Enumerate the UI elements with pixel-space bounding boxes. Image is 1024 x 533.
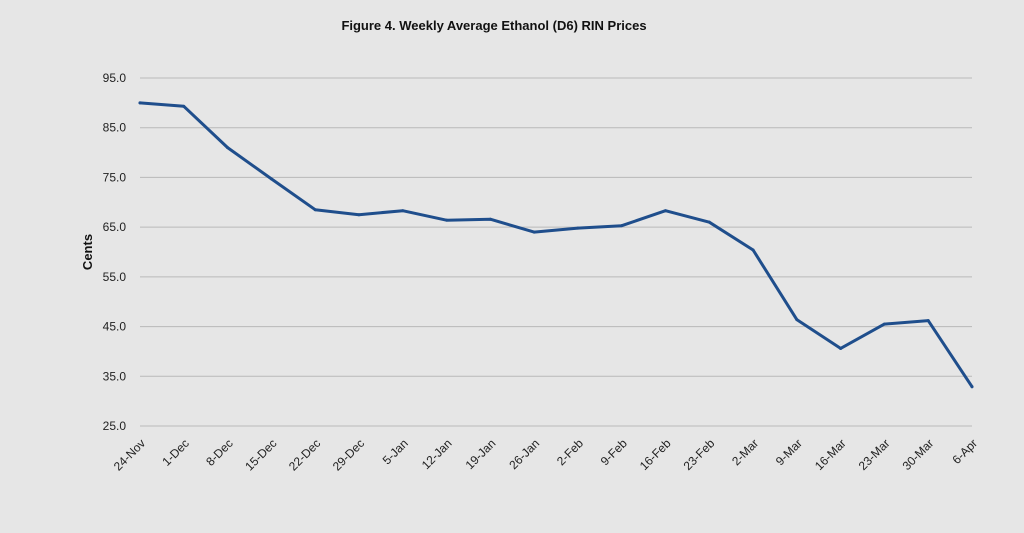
y-tick-label: 45.0 bbox=[103, 320, 127, 334]
data-point bbox=[357, 213, 361, 217]
y-tick-label: 95.0 bbox=[103, 71, 127, 85]
data-point bbox=[620, 224, 624, 228]
x-tick-label: 8-Dec bbox=[203, 436, 236, 469]
y-tick-label: 85.0 bbox=[103, 121, 127, 135]
data-point bbox=[401, 209, 405, 213]
x-tick-label: 9-Feb bbox=[598, 436, 630, 468]
data-point bbox=[751, 248, 755, 252]
x-tick-label: 23-Mar bbox=[856, 436, 893, 473]
y-tick-label: 55.0 bbox=[103, 270, 127, 284]
y-tick-label: 75.0 bbox=[103, 170, 127, 184]
series-line bbox=[138, 101, 974, 389]
x-tick-label: 12-Jan bbox=[419, 436, 455, 472]
data-point bbox=[532, 230, 536, 234]
x-tick-label: 6-Apr bbox=[949, 436, 980, 467]
x-tick-label: 2-Mar bbox=[729, 436, 761, 468]
series-group bbox=[138, 101, 974, 389]
data-point bbox=[970, 385, 974, 389]
x-tick-label: 30-Mar bbox=[900, 436, 937, 473]
data-point bbox=[313, 208, 317, 212]
data-point bbox=[182, 104, 186, 108]
data-point bbox=[795, 318, 799, 322]
y-tick-label: 25.0 bbox=[103, 419, 127, 433]
x-axis-ticks: 24-Nov 1-Dec 8-Dec 15-Dec 22-Dec 29-Dec 5-Jan 1… bbox=[111, 436, 980, 473]
chart-title: Figure 4. Weekly Average Ethanol (D6) RI… bbox=[341, 18, 646, 33]
x-tick-label: 22-Dec bbox=[286, 436, 323, 473]
x-tick-label: 16-Mar bbox=[812, 436, 849, 473]
y-tick-label: 65.0 bbox=[103, 220, 127, 234]
data-point bbox=[882, 322, 886, 326]
x-tick-label: 24-Nov bbox=[111, 436, 148, 473]
x-tick-label: 15-Dec bbox=[242, 436, 279, 473]
data-point bbox=[488, 217, 492, 221]
data-point bbox=[269, 177, 273, 181]
gridlines bbox=[140, 77, 972, 427]
y-axis-title: Cents bbox=[80, 234, 95, 270]
x-tick-label: 16-Feb bbox=[637, 436, 674, 473]
y-tick-label: 35.0 bbox=[103, 369, 127, 383]
data-point bbox=[663, 209, 667, 213]
data-point bbox=[839, 346, 843, 350]
x-tick-label: 2-Feb bbox=[554, 436, 586, 468]
x-tick-label: 23-Feb bbox=[681, 436, 718, 473]
data-point bbox=[445, 218, 449, 222]
x-tick-label: 29-Dec bbox=[330, 436, 367, 473]
data-point bbox=[926, 319, 930, 323]
x-tick-label: 1-Dec bbox=[159, 436, 192, 469]
data-point bbox=[707, 220, 711, 224]
data-point bbox=[226, 146, 230, 150]
data-point bbox=[138, 101, 142, 105]
x-tick-label: 5-Jan bbox=[380, 436, 411, 467]
data-point bbox=[576, 226, 580, 230]
x-tick-label: 19-Jan bbox=[463, 436, 499, 472]
x-tick-label: 9-Mar bbox=[773, 436, 805, 468]
y-axis-ticks: 95.0 85.0 75.0 65.0 55.0 45.0 35.0 25.0 bbox=[103, 71, 127, 433]
x-tick-label: 26-Jan bbox=[506, 436, 542, 472]
